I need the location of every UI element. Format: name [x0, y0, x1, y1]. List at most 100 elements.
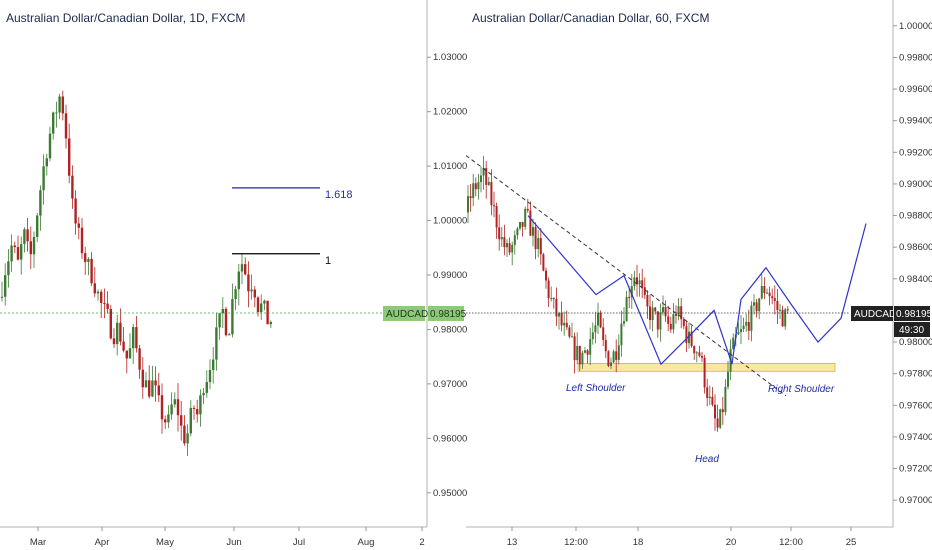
left-candle-body [7, 261, 10, 276]
right-candle-body [555, 298, 558, 317]
right-candle-body [563, 322, 566, 326]
right-candle-body [573, 336, 576, 361]
right-candle-body [721, 409, 724, 413]
left-candle-body [128, 348, 132, 359]
right-candle-body [628, 296, 631, 298]
right-candle-body [758, 298, 761, 312]
left-candle-body [167, 414, 170, 423]
left-candle-body [13, 245, 16, 248]
left-candle-body [247, 274, 250, 292]
left-fib-levels: 1.618 1 [232, 187, 353, 267]
right-candle-body [581, 352, 584, 365]
left-candle-body [84, 253, 87, 262]
right-candle-body [690, 331, 693, 347]
right-price-label: 0.98195 [896, 309, 932, 320]
left-chart-title: Australian Dollar/Canadian Dollar, 1D, F… [6, 11, 245, 25]
right-candle-body [604, 339, 607, 352]
left-candle-body [4, 275, 7, 297]
right-candle-body [745, 321, 748, 326]
left-candle-body [231, 299, 234, 335]
right-candle-body [623, 321, 625, 324]
right-candle-body [521, 222, 524, 227]
right-chart-title: Australian Dollar/Canadian Dollar, 60, F… [472, 11, 709, 25]
right-candle-body [693, 346, 696, 354]
right-candle-body [779, 309, 781, 311]
right-candle-body [706, 387, 709, 399]
right-candles [467, 155, 789, 432]
right-y-tick-label: 0.99000 [899, 179, 932, 190]
right-candle-body [568, 327, 571, 337]
right-y-tick-label: 0.97200 [899, 464, 932, 475]
right-candle-body [511, 244, 514, 253]
left-candle-body [68, 138, 71, 176]
right-candle-body [591, 332, 594, 340]
right-y-tick-label: 0.99200 [899, 147, 932, 158]
left-candle-body [42, 166, 45, 191]
right-candle-body [526, 208, 529, 211]
right-candle-body [766, 292, 768, 294]
right-y-tick-label: 0.97000 [899, 495, 932, 506]
left-candle-body [234, 289, 237, 300]
right-candle-body [753, 302, 755, 306]
left-symbol-label: AUDCAD [386, 309, 428, 320]
left-candle-body [173, 399, 176, 405]
right-candle-body [594, 325, 597, 333]
left-candle-body [269, 321, 272, 325]
right-candle-body [547, 280, 550, 299]
right-y-tick-label: 0.99600 [899, 84, 932, 95]
left-candle-body [221, 308, 224, 314]
left-candle-body [218, 313, 221, 328]
right-candle-body [524, 208, 527, 227]
right-candle-body [664, 307, 667, 317]
left-chart-panel[interactable]: Australian Dollar/Canadian Dollar, 1D, F… [0, 0, 467, 548]
right-candle-body [636, 277, 638, 285]
left-candle-body [16, 247, 20, 260]
right-candle-body [786, 309, 789, 311]
left-candle-body [170, 404, 173, 415]
right-x-tick-label: 20 [726, 537, 737, 548]
left-candle-body [39, 190, 42, 216]
right-candle-body [625, 296, 628, 322]
right-candle-body [643, 287, 646, 295]
right-candle-body [669, 323, 672, 330]
right-x-axis-ticks: 13 12:00 18 20 12:00 25 [507, 527, 856, 548]
fib-level-label: 1.618 [325, 189, 353, 201]
head-and-shoulders-pattern [527, 215, 867, 366]
right-candle-body [675, 314, 677, 316]
head-label: Head [695, 454, 719, 465]
left-candles [0, 90, 272, 456]
right-candle-body [474, 183, 477, 190]
countdown-tag [894, 322, 930, 337]
descending-trendline [465, 155, 787, 397]
right-y-tick-label: 0.99400 [899, 116, 932, 127]
left-candle-body [199, 395, 202, 415]
left-candle-body [112, 338, 116, 345]
left-y-tick-label: 0.99000 [433, 270, 467, 281]
right-candle-body [500, 237, 503, 240]
right-y-tick-label: 0.98800 [899, 211, 932, 222]
right-chart-panel[interactable]: Australian Dollar/Canadian Dollar, 60, F… [465, 0, 932, 548]
left-y-axis-ticks: 1.03000 1.02000 1.01000 1.00000 0.99000 0.980… [427, 52, 467, 499]
left-candle-body [0, 296, 4, 298]
right-candle-body [571, 336, 573, 338]
right-candle-body [651, 307, 654, 321]
right-candle-body [490, 181, 493, 206]
left-candle-body [205, 382, 208, 393]
right-candle-body [539, 238, 542, 255]
right-symbol-tag [851, 306, 893, 321]
right-candle-body [755, 302, 758, 312]
left-candle-body [90, 258, 93, 284]
left-candle-body [132, 327, 135, 349]
right-y-tick-label: 0.97800 [899, 369, 932, 380]
left-candle-body [58, 96, 61, 113]
left-y-tick-label: 1.02000 [433, 107, 467, 118]
right-x-tick-label: 13 [507, 537, 518, 548]
left-shoulder-label: Left Shoulder [566, 383, 626, 394]
right-candle-body [615, 351, 618, 360]
left-y-tick-label: 0.96000 [433, 433, 467, 444]
left-candle-body [125, 350, 128, 359]
left-candle-body [160, 395, 164, 420]
right-candle-body [703, 357, 706, 388]
right-y-tick-label: 1.00000 [899, 21, 932, 32]
